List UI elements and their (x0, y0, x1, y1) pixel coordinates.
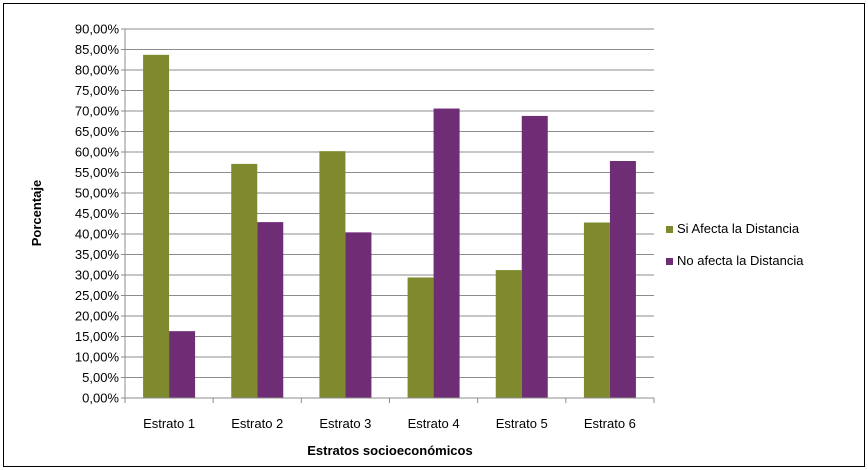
y-tick-label: 35,00% (75, 247, 120, 262)
bar-si-afecta-1 (143, 54, 170, 398)
y-tick-label: 20,00% (75, 309, 120, 324)
bar-si-afecta-4 (407, 277, 434, 398)
gridlines (121, 28, 654, 399)
y-tick-label: 55,00% (75, 165, 120, 180)
bar-no-afecta-4 (433, 108, 460, 398)
y-tick-label: 50,00% (75, 186, 120, 201)
x-tick-label: Estrato 2 (231, 416, 283, 431)
y-tick-label: 25,00% (75, 288, 120, 303)
axes (124, 29, 655, 403)
bar-si-afecta-2 (231, 163, 258, 398)
x-tick-label: Estrato 4 (408, 416, 460, 431)
x-tick-label: Estrato 6 (584, 416, 636, 431)
bar-no-afecta-1 (169, 331, 196, 398)
x-tick-label: Estrato 3 (319, 416, 371, 431)
bar-no-afecta-5 (521, 115, 548, 399)
bar-si-afecta-6 (583, 222, 610, 398)
y-tick-label: 40,00% (75, 227, 120, 242)
x-tick-labels: Estrato 1 Estrato 2 Estrato 3 Estrato 4 Estr… (143, 416, 636, 431)
bar-si-afecta-5 (495, 270, 522, 398)
y-tick-label: 0,00% (82, 391, 119, 406)
bar-no-afecta-6 (609, 161, 636, 398)
y-tick-label: 80,00% (75, 63, 120, 78)
y-tick-label: 15,00% (75, 329, 120, 344)
bar-si-afecta-3 (319, 151, 346, 398)
bar-no-afecta-3 (345, 232, 372, 398)
y-tick-label: 5,00% (82, 370, 119, 385)
x-tick-label: Estrato 1 (143, 416, 195, 431)
legend: Si Afecta la Distancia No afecta la Dista… (666, 221, 804, 268)
y-tick-label: 85,00% (75, 42, 120, 57)
legend-label: Si Afecta la Distancia (677, 221, 800, 236)
y-tick-label: 10,00% (75, 350, 120, 365)
legend-label: No afecta la Distancia (677, 253, 804, 268)
bars (143, 54, 636, 399)
x-tick-label: Estrato 5 (496, 416, 548, 431)
y-tick-label: 45,00% (75, 206, 120, 221)
y-tick-label: 60,00% (75, 145, 120, 160)
y-axis-title: Porcentaje (29, 180, 44, 246)
y-tick-label: 65,00% (75, 124, 120, 139)
bar-no-afecta-2 (257, 222, 284, 398)
legend-swatch (666, 226, 673, 233)
y-tick-labels: 0,00% 5,00% 10,00% 15,00% 20,00% 25,00% 30,00%… (75, 22, 120, 406)
y-tick-label: 70,00% (75, 104, 120, 119)
y-tick-label: 75,00% (75, 83, 120, 98)
legend-swatch (666, 258, 673, 265)
y-tick-label: 90,00% (75, 22, 120, 37)
x-axis-title: Estratos socioeconómicos (307, 443, 472, 458)
y-tick-label: 30,00% (75, 268, 120, 283)
